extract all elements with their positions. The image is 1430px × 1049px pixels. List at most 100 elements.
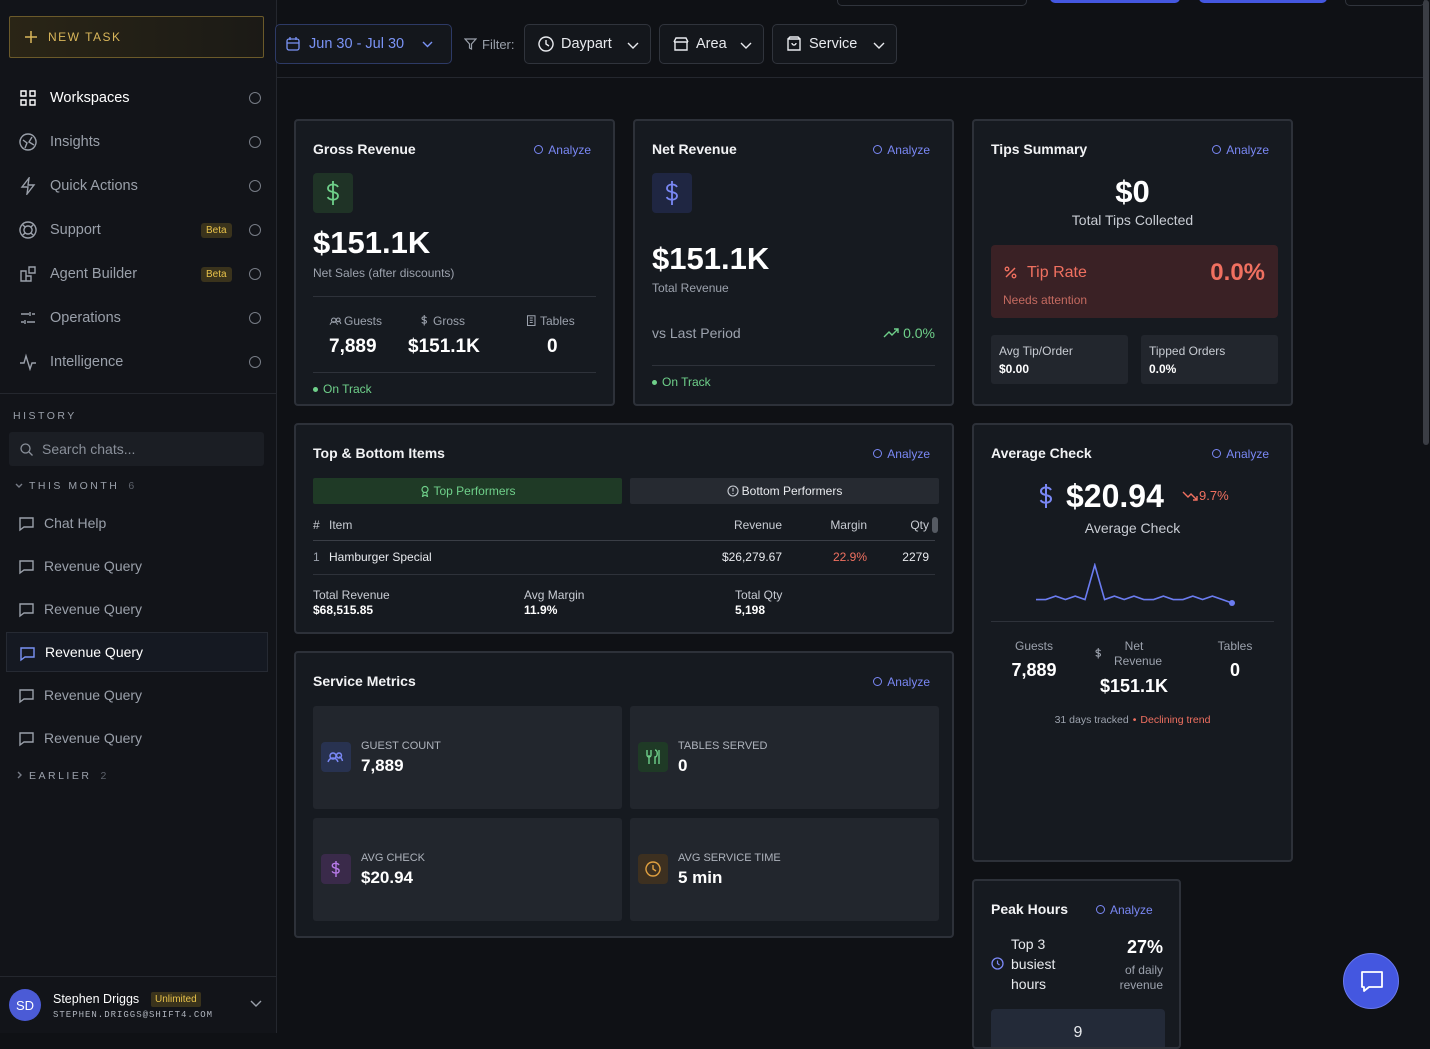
chat-item[interactable]: Revenue Query bbox=[6, 546, 268, 586]
analyze-link[interactable]: Analyze bbox=[1212, 447, 1269, 461]
nav-item[interactable]: Insights bbox=[6, 122, 270, 162]
nav-label: Quick Actions bbox=[50, 178, 138, 194]
table-cell: $26,279.67 bbox=[721, 550, 782, 564]
new-task-button[interactable]: NEW TASK bbox=[9, 16, 264, 58]
filter-label: Filter: bbox=[482, 37, 515, 52]
analyze-link[interactable]: Analyze bbox=[534, 143, 591, 157]
alert-note: Needs attention bbox=[1003, 293, 1088, 307]
total-value: 11.9% bbox=[524, 603, 558, 617]
date-range[interactable]: Jun 30 - Jul 30 bbox=[275, 24, 452, 64]
nav-item[interactable]: Quick Actions bbox=[6, 166, 270, 206]
trend-label: Declining trend bbox=[1140, 714, 1211, 726]
help-icon bbox=[249, 356, 261, 368]
chat-button[interactable] bbox=[1343, 953, 1399, 1009]
sidebar: NEW TASK HISTORY Search chats... SD Step… bbox=[0, 0, 277, 1033]
nav-item[interactable]: Workspaces bbox=[6, 78, 270, 118]
user-name: Stephen Driggs bbox=[53, 992, 140, 1006]
net-revenue-card: Net Revenue Analyze $151.1K Total Revenu… bbox=[633, 119, 954, 406]
analyze-link[interactable]: Analyze bbox=[873, 447, 930, 461]
comparison-value: 0.0% bbox=[903, 325, 935, 341]
hidden-control bbox=[1345, 0, 1425, 6]
group-header[interactable]: THIS MONTH 6 bbox=[15, 480, 134, 492]
icon bbox=[20, 647, 35, 662]
avatar[interactable]: SD bbox=[9, 989, 41, 1021]
stat-value: 0.0% bbox=[1149, 362, 1177, 376]
peak-value: 27% bbox=[1126, 937, 1163, 957]
chat-item[interactable]: Revenue Query bbox=[6, 675, 268, 715]
tab-top[interactable]: Top Performers bbox=[313, 478, 622, 504]
hidden-button[interactable] bbox=[1199, 0, 1327, 3]
dollar-icon bbox=[1039, 484, 1053, 508]
chat-title: Chat Help bbox=[44, 515, 107, 531]
search-box[interactable]: Search chats... bbox=[9, 432, 264, 466]
tab-bottom[interactable]: Bottom Performers bbox=[630, 478, 939, 504]
group-header[interactable]: EARLIER 2 bbox=[16, 770, 106, 782]
user-email: STEPHEN.DRIGGS@SHIFT4.COM bbox=[53, 1010, 214, 1020]
plus-icon bbox=[25, 31, 37, 43]
alert-label: Tip Rate bbox=[1027, 264, 1087, 281]
tile-value: 7,889 bbox=[361, 756, 404, 775]
icon bbox=[740, 42, 752, 49]
comparison-label: vs Last Period bbox=[652, 325, 741, 341]
alert-icon bbox=[727, 485, 739, 497]
nav-label: Agent Builder bbox=[50, 266, 138, 282]
stat-label: Tables bbox=[1217, 639, 1253, 653]
chevron[interactable] bbox=[250, 1000, 262, 1008]
stat-value: $0.00 bbox=[999, 362, 1030, 376]
hidden-button[interactable] bbox=[1050, 0, 1180, 3]
filter-label: Area bbox=[696, 36, 727, 52]
total-value: 5,198 bbox=[735, 603, 766, 617]
nav-item[interactable]: Agent Builder Beta bbox=[6, 254, 270, 294]
filter-button[interactable]: Area bbox=[659, 24, 764, 64]
icon bbox=[19, 221, 37, 239]
card-title: Top & Bottom Items bbox=[313, 445, 445, 461]
award-icon bbox=[421, 485, 430, 497]
chat-item[interactable]: Revenue Query bbox=[6, 632, 268, 672]
new-task-label: NEW TASK bbox=[48, 30, 122, 44]
metric-tile: TABLES SERVED 0 bbox=[630, 706, 939, 809]
analyze-link[interactable]: Analyze bbox=[1212, 143, 1269, 157]
help-icon bbox=[249, 136, 261, 148]
stat-label-text: Guests bbox=[344, 314, 383, 328]
nav-badge: Beta bbox=[201, 223, 232, 238]
chat-item[interactable]: Revenue Query bbox=[6, 718, 268, 758]
icon bbox=[526, 315, 536, 327]
chat-item[interactable]: Revenue Query bbox=[6, 589, 268, 629]
divider bbox=[0, 393, 276, 394]
filter-icon bbox=[464, 38, 477, 50]
analyze-link[interactable]: Analyze bbox=[1096, 903, 1153, 917]
divider bbox=[313, 372, 596, 373]
nav-item[interactable]: Support Beta bbox=[6, 210, 270, 250]
filter-button[interactable]: Service bbox=[772, 24, 897, 64]
stat-value: 0 bbox=[547, 336, 558, 357]
column-header: Margin bbox=[830, 518, 867, 532]
nav-item[interactable]: Operations bbox=[6, 298, 270, 338]
divider bbox=[652, 365, 935, 366]
card-title: Tips Summary bbox=[991, 141, 1088, 157]
icon bbox=[327, 752, 344, 763]
scrollbar[interactable] bbox=[932, 517, 938, 533]
scrollbar[interactable] bbox=[1423, 0, 1429, 445]
divider bbox=[313, 540, 935, 541]
tile-value: $20.94 bbox=[361, 868, 413, 887]
peak-hours-card: Peak Hours Analyze Top 3 busiest hours 2… bbox=[972, 879, 1181, 1049]
filter-button[interactable]: Daypart bbox=[524, 24, 651, 64]
top-bottom-items-card: Top & Bottom Items Analyze Top Performer… bbox=[294, 423, 954, 634]
stat-label: Net Revenue bbox=[1114, 639, 1163, 668]
clock-icon bbox=[991, 957, 1004, 970]
tile-icon bbox=[321, 742, 351, 772]
peak-preview: 9 bbox=[991, 1009, 1165, 1047]
calendar-icon bbox=[286, 37, 300, 51]
nav-item[interactable]: Intelligence bbox=[6, 342, 270, 382]
metric-value: $0 bbox=[1115, 174, 1150, 209]
chat-item[interactable]: Chat Help bbox=[6, 503, 268, 543]
trend-down-icon bbox=[1182, 491, 1198, 501]
filter-label: Service bbox=[809, 36, 858, 52]
total-label: Total Qty bbox=[735, 588, 783, 602]
analyze-link[interactable]: Analyze bbox=[873, 675, 930, 689]
hidden-control bbox=[837, 0, 1027, 6]
dollar-icon bbox=[313, 173, 353, 213]
metric-tile: AVG SERVICE TIME 5 min bbox=[630, 818, 939, 921]
stat-label: Guests bbox=[327, 314, 382, 328]
analyze-link[interactable]: Analyze bbox=[873, 143, 930, 157]
